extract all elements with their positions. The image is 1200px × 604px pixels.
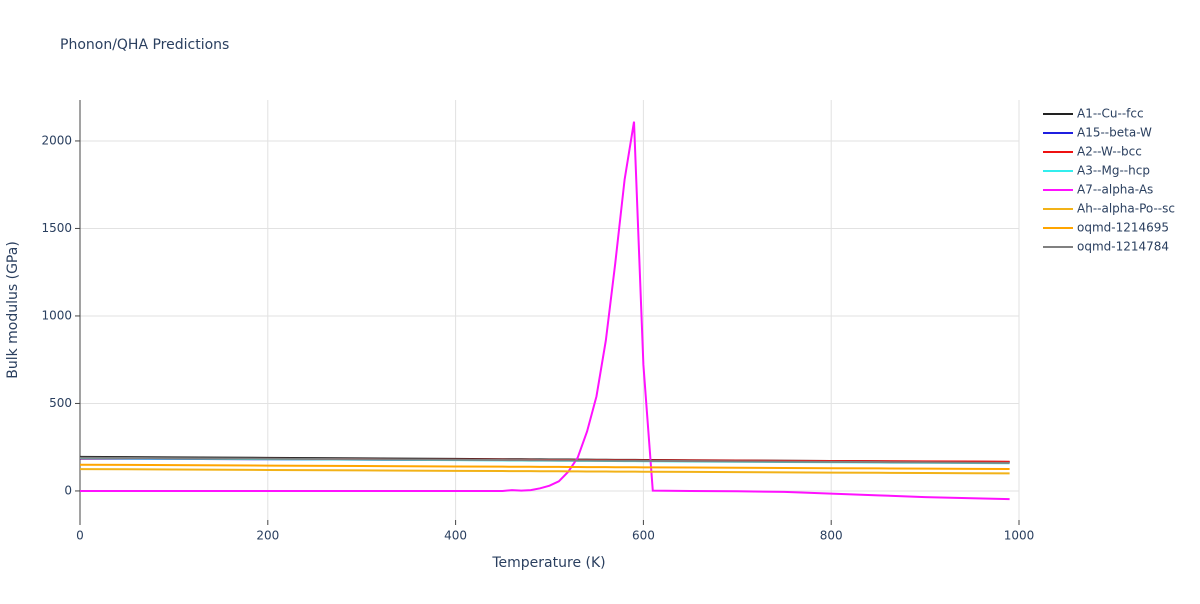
x-tick-label: 0 xyxy=(76,529,84,543)
legend-label: Ah--alpha-Po--sc xyxy=(1077,202,1175,216)
x-axis-label: Temperature (K) xyxy=(491,555,605,571)
legend-label: A15--beta-W xyxy=(1077,126,1152,140)
legend-label: A7--alpha-As xyxy=(1077,183,1153,197)
legend-label: A3--Mg--hcp xyxy=(1077,164,1150,178)
series-line xyxy=(79,463,1010,471)
legend-label: oqmd-1214784 xyxy=(1077,240,1169,254)
y-tick-label: 2000 xyxy=(41,133,72,147)
x-tick-label: 600 xyxy=(632,529,655,543)
x-tick-label: 800 xyxy=(820,529,843,543)
series-line xyxy=(79,456,1010,464)
x-tick-label: 200 xyxy=(256,529,279,543)
x-tick-label: 400 xyxy=(444,529,467,543)
y-tick-label: 500 xyxy=(49,396,72,410)
series-line xyxy=(79,468,1010,475)
y-tick-label: 0 xyxy=(64,483,72,497)
y-tick-label: 1500 xyxy=(41,221,72,235)
y-axis-label: Bulk modulus (GPa) xyxy=(5,241,21,379)
legend-label: A1--Cu--fcc xyxy=(1077,107,1144,121)
legend-label: A2--W--bcc xyxy=(1077,145,1142,159)
legend-label: oqmd-1214695 xyxy=(1077,221,1169,235)
chart-title: Phonon/QHA Predictions xyxy=(60,37,229,53)
y-tick-label: 1000 xyxy=(41,308,72,322)
series-line xyxy=(80,121,1010,501)
x-tick-label: 1000 xyxy=(1004,529,1035,543)
